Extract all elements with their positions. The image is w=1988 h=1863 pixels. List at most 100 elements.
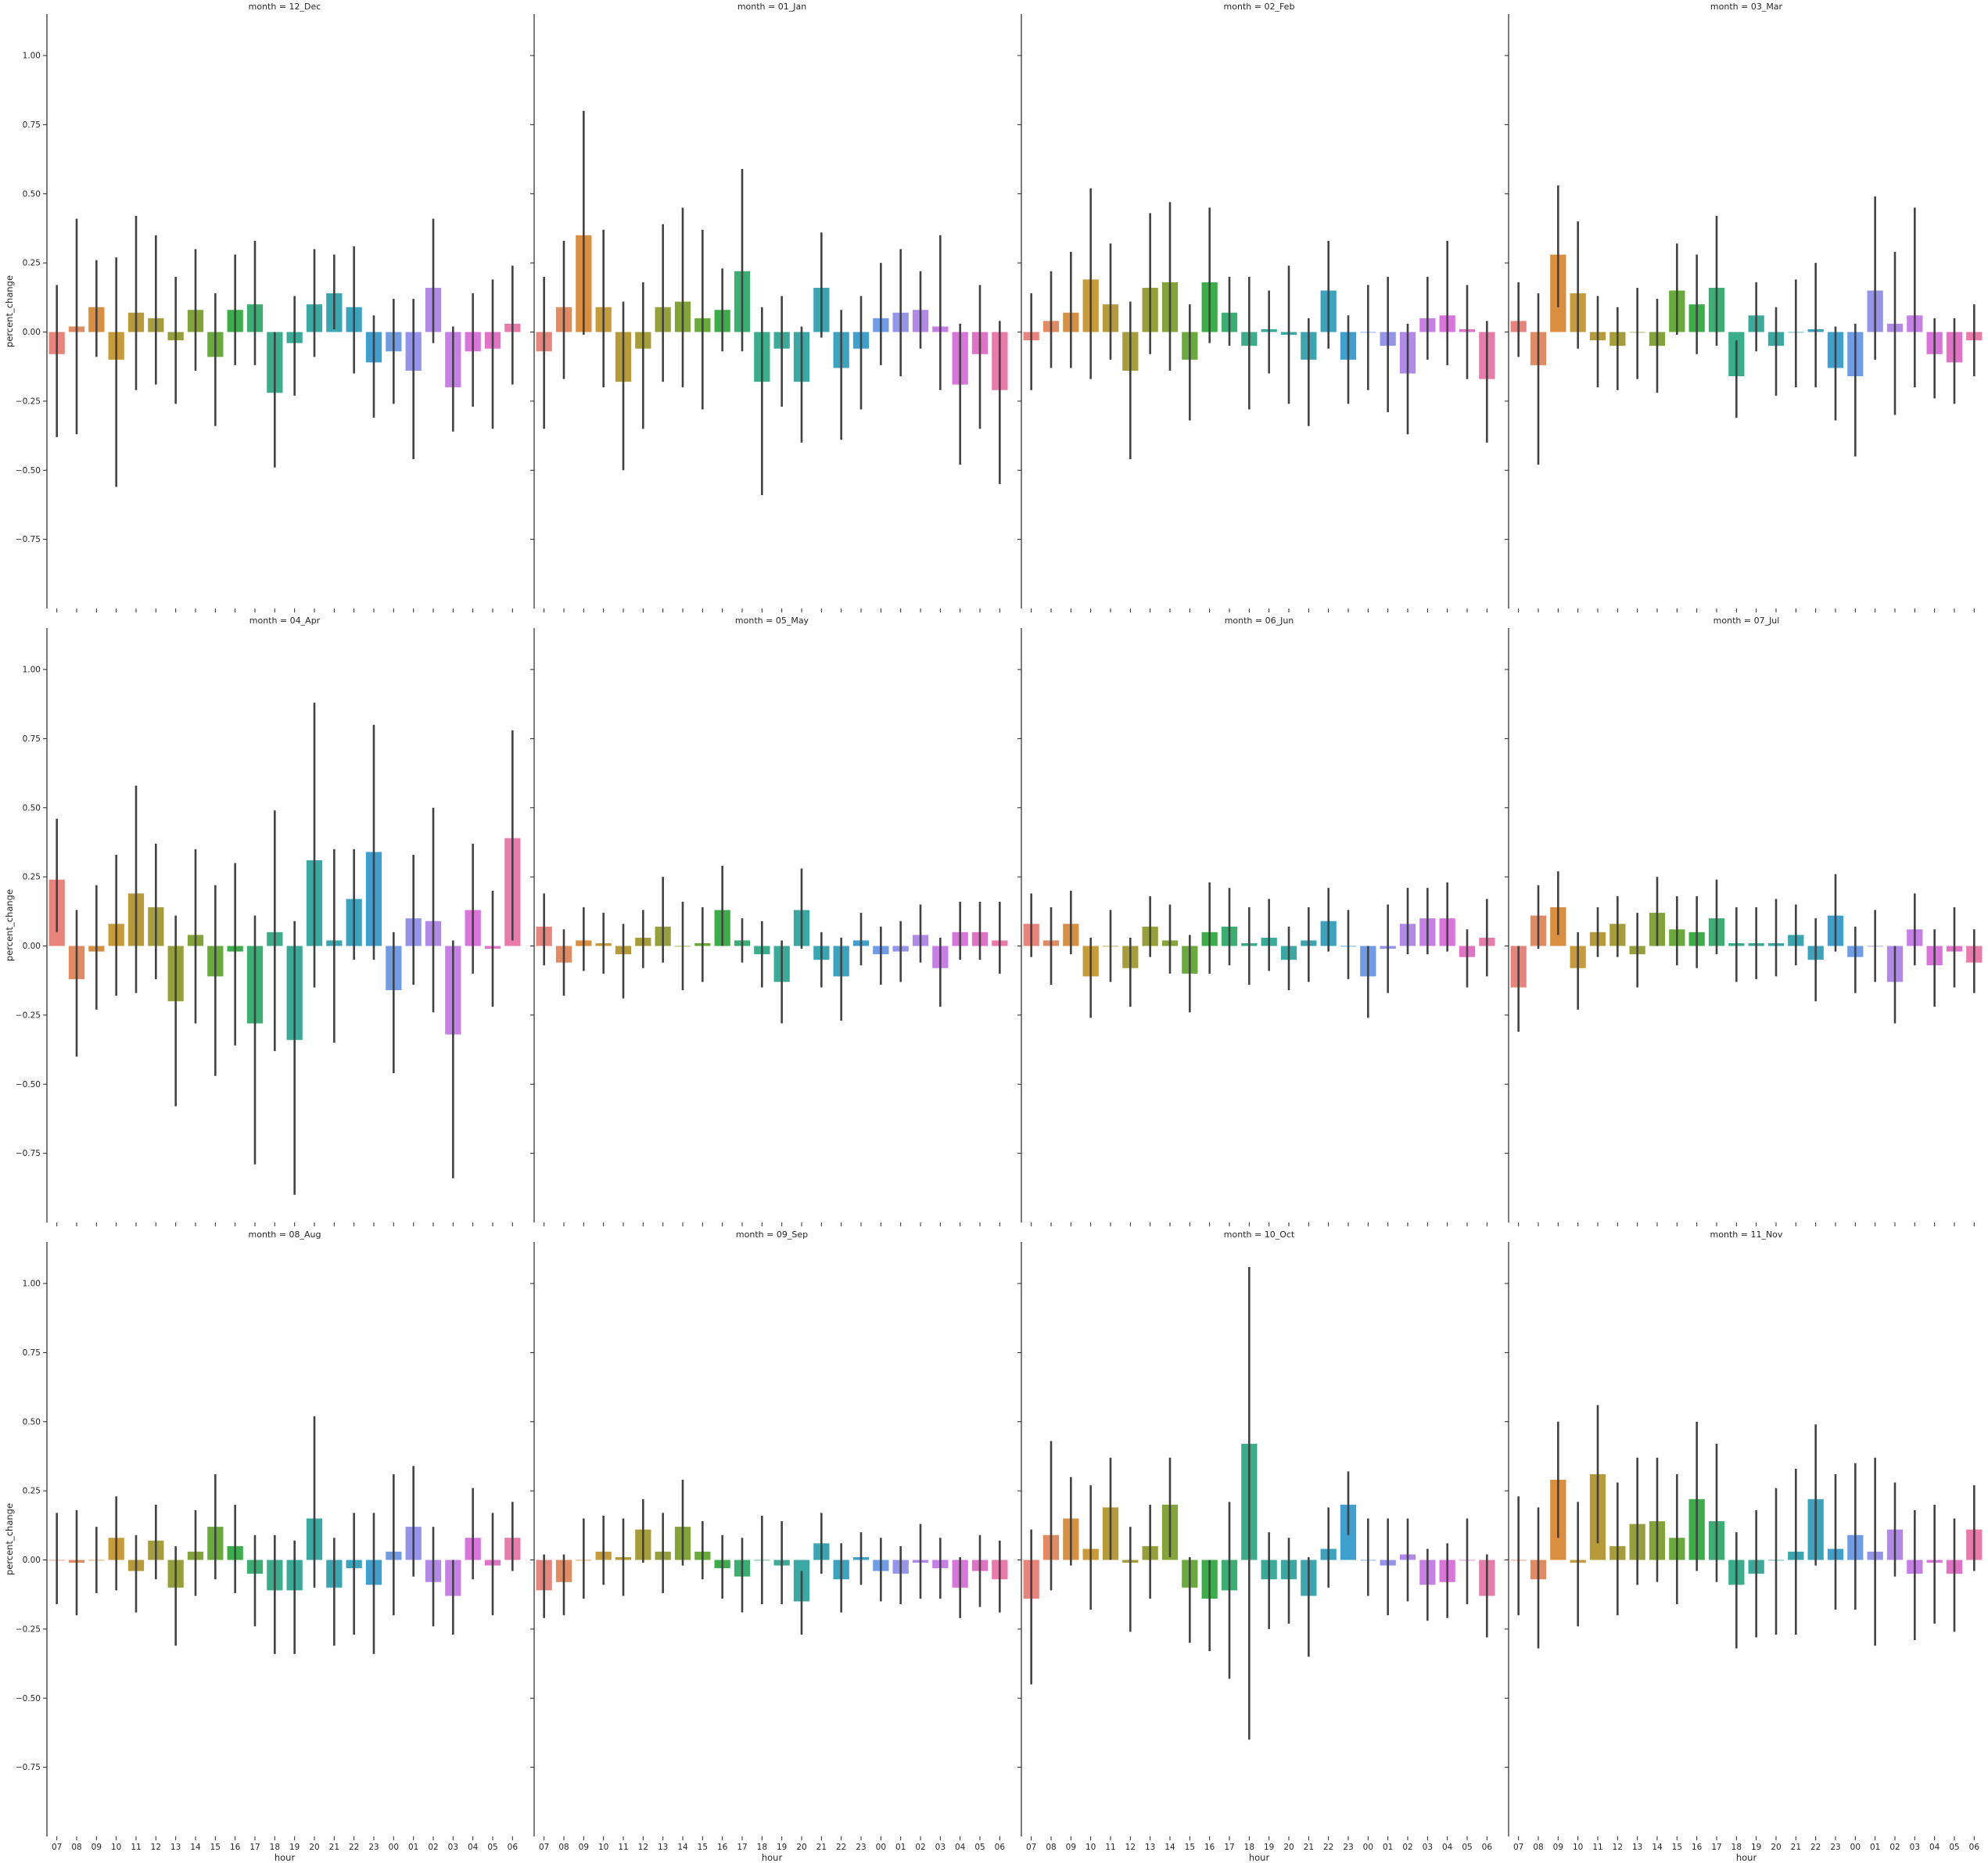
x-tick-label: 15 — [698, 1843, 708, 1852]
x-tick-label: 17 — [1224, 1843, 1234, 1852]
x-axis-label: hour — [1249, 1852, 1270, 1863]
y-tick-label: −0.50 — [16, 1694, 41, 1703]
y-tick-label: 0.00 — [23, 328, 41, 337]
y-tick-label: −0.25 — [16, 397, 41, 406]
x-tick-label: 01 — [895, 1843, 906, 1852]
x-tick-label: 09 — [92, 1843, 102, 1852]
x-tick-label: 18 — [1244, 1843, 1254, 1852]
x-tick-label: 21 — [1304, 1843, 1314, 1852]
facet-panel: month = 08_Aug −0.75 −0.50 −0.25 0.00 0.25 0.5… — [4, 1229, 521, 1863]
x-tick-label: 16 — [230, 1843, 241, 1852]
y-tick-label: −0.25 — [16, 1624, 41, 1634]
x-tick-label: 06 — [1969, 1843, 1980, 1852]
facet-panel: month = 04_Apr −0.75 −0.50 −0.25 0.00 0.25 0.5… — [4, 616, 521, 1226]
x-tick-label: 20 — [1771, 1843, 1781, 1852]
x-tick-label: 16 — [1692, 1843, 1703, 1852]
facet-panel: month = 10_Oct 07 08 09 10 11 12 13 14 15 16 17 18 19… — [1017, 1229, 1495, 1863]
x-tick-label: 14 — [1652, 1843, 1663, 1852]
x-tick-label: 03 — [1423, 1843, 1433, 1852]
y-axis-label: percent_change — [4, 889, 15, 961]
y-tick-label: 1.00 — [23, 1280, 41, 1289]
x-tick-label: 21 — [329, 1843, 339, 1852]
x-tick-label: 08 — [1046, 1843, 1056, 1852]
y-tick-label: 0.25 — [23, 259, 41, 268]
x-tick-label: 05 — [1462, 1843, 1472, 1852]
x-axis-label: hour — [762, 1852, 783, 1863]
x-tick-label: 06 — [995, 1843, 1006, 1852]
y-tick-label: −0.75 — [16, 1763, 41, 1772]
facet-panel: month = 09_Sep 07 08 09 10 11 12 13 14 15 16 17 18 19… — [530, 1229, 1008, 1863]
x-tick-label: 21 — [816, 1843, 827, 1852]
panel-title: month = 08_Aug — [249, 1229, 321, 1240]
x-tick-label: 15 — [1185, 1843, 1195, 1852]
x-tick-label: 07 — [52, 1843, 62, 1852]
y-tick-label: −0.50 — [16, 1080, 41, 1089]
x-tick-label: 08 — [1533, 1843, 1543, 1852]
x-tick-label: 01 — [1383, 1843, 1393, 1852]
panel-title: month = 07_Jul — [1713, 616, 1780, 626]
x-tick-label: 03 — [1910, 1843, 1920, 1852]
x-tick-label: 20 — [1283, 1843, 1294, 1852]
x-tick-label: 05 — [974, 1843, 985, 1852]
x-tick-label: 08 — [558, 1843, 569, 1852]
x-tick-label: 07 — [539, 1843, 549, 1852]
facet-panel: month = 11_Nov 07 08 09 10 11 12 13 14 15 16 17 18 19… — [1505, 1229, 1983, 1863]
x-tick-label: 07 — [1513, 1843, 1523, 1852]
y-tick-label: 0.25 — [23, 1487, 41, 1496]
x-tick-label: 02 — [915, 1843, 925, 1852]
y-tick-label: 0.75 — [23, 734, 41, 744]
x-tick-label: 05 — [1949, 1843, 1959, 1852]
x-tick-label: 08 — [71, 1843, 81, 1852]
y-tick-label: −0.25 — [16, 1010, 41, 1020]
x-tick-label: 00 — [1363, 1843, 1373, 1852]
y-tick-label: 0.50 — [23, 189, 41, 199]
x-tick-label: 14 — [190, 1843, 201, 1852]
x-tick-label: 19 — [289, 1843, 300, 1852]
x-tick-label: 17 — [249, 1843, 260, 1852]
x-tick-label: 10 — [1573, 1843, 1583, 1852]
y-tick-label: 1.00 — [23, 52, 41, 61]
x-tick-label: 12 — [638, 1843, 648, 1852]
x-tick-label: 16 — [717, 1843, 728, 1852]
panel-title: month = 03_Mar — [1710, 2, 1783, 12]
x-tick-label: 04 — [468, 1843, 479, 1852]
x-tick-label: 12 — [151, 1843, 161, 1852]
x-tick-label: 02 — [1889, 1843, 1900, 1852]
y-tick-label: 0.50 — [23, 1417, 41, 1427]
facet-panel: month = 06_Jun — [1017, 616, 1495, 1226]
y-tick-label: 0.00 — [23, 1556, 41, 1565]
x-tick-label: 06 — [508, 1843, 519, 1852]
x-tick-label: 07 — [1026, 1843, 1036, 1852]
y-tick-label: 0.75 — [23, 120, 41, 130]
panel-title: month = 12_Dec — [249, 2, 321, 12]
x-axis-label: hour — [275, 1852, 296, 1863]
x-tick-label: 20 — [796, 1843, 806, 1852]
x-tick-label: 00 — [389, 1843, 399, 1852]
panel-title: month = 09_Sep — [736, 1229, 808, 1240]
x-tick-label: 22 — [1810, 1843, 1821, 1852]
x-tick-label: 03 — [448, 1843, 458, 1852]
x-tick-label: 21 — [1791, 1843, 1801, 1852]
x-tick-label: 19 — [1751, 1843, 1761, 1852]
x-tick-label: 13 — [658, 1843, 668, 1852]
x-tick-label: 12 — [1125, 1843, 1136, 1852]
x-tick-label: 11 — [1592, 1843, 1602, 1852]
x-tick-label: 03 — [935, 1843, 946, 1852]
x-tick-label: 00 — [1850, 1843, 1861, 1852]
y-tick-label: −0.75 — [16, 535, 41, 544]
x-tick-label: 00 — [876, 1843, 886, 1852]
panel-title: month = 01_Jan — [737, 2, 806, 12]
x-axis-label: hour — [1736, 1852, 1757, 1863]
x-tick-label: 11 — [131, 1843, 141, 1852]
x-tick-label: 22 — [349, 1843, 359, 1852]
facet-panel: month = 03_Mar — [1505, 2, 1983, 612]
y-tick-label: 1.00 — [23, 666, 41, 675]
x-tick-label: 16 — [1204, 1843, 1215, 1852]
x-tick-label: 17 — [1711, 1843, 1721, 1852]
x-tick-label: 13 — [1632, 1843, 1642, 1852]
x-tick-label: 19 — [1264, 1843, 1274, 1852]
x-tick-label: 10 — [1086, 1843, 1096, 1852]
y-tick-label: −0.75 — [16, 1149, 41, 1158]
x-tick-label: 06 — [1482, 1843, 1493, 1852]
